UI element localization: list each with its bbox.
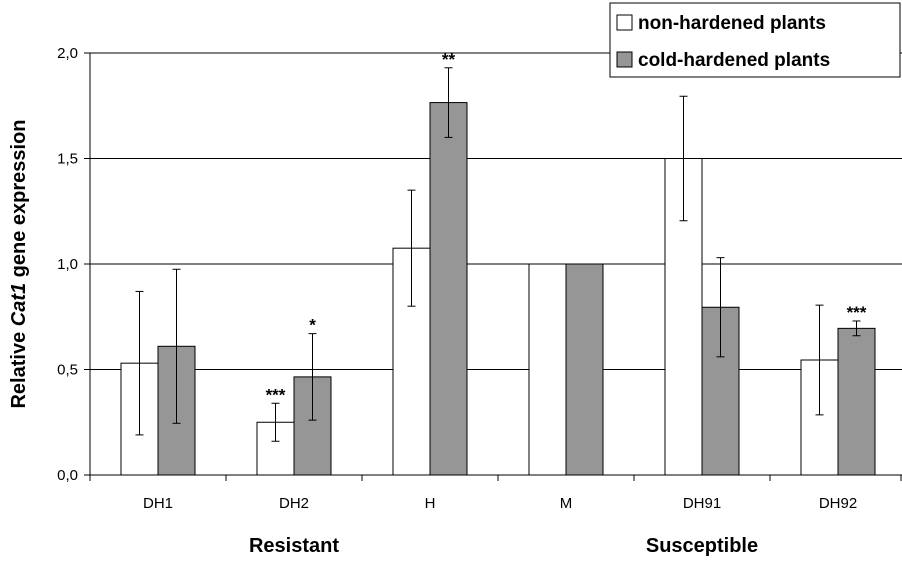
y-tick-label: 1,5: [57, 151, 78, 168]
grid-lines: [90, 52, 902, 370]
significance-marker: *: [309, 316, 316, 335]
group-label-susceptible: Susceptible: [646, 535, 758, 557]
x-tick-label: DH92: [819, 495, 857, 512]
x-tick-label: DH91: [683, 495, 721, 512]
y-tick-label: 1,0: [57, 256, 78, 273]
legend-swatch-cold-hardened: [616, 51, 633, 68]
bar-non-hardened-m: [528, 263, 567, 476]
legend-swatch-non-hardened: [616, 14, 633, 31]
y-axis-title: Relative Cat1 gene expression: [8, 119, 30, 408]
x-tick-label: H: [425, 495, 436, 512]
bar-cold-hardened-h: [429, 102, 468, 476]
significance-marker: ***: [266, 385, 286, 404]
legend-label-non-hardened: non-hardened plants: [638, 13, 826, 34]
legend-label-cold-hardened: cold-hardened plants: [638, 50, 830, 71]
y-tick-label: 0,5: [57, 362, 78, 379]
legend: non-hardened plants cold-hardened plants: [609, 2, 901, 78]
y-axis-title-gene-name: Cat1: [8, 283, 30, 326]
significance-markers: *********: [266, 50, 867, 404]
group-label-resistant: Resistant: [249, 535, 339, 557]
significance-marker: **: [442, 50, 456, 69]
axes: [84, 52, 902, 481]
y-axis-title-part-1: Relative: [8, 326, 30, 408]
y-tick-label: 2,0: [57, 45, 78, 62]
y-axis-title-part-3: gene expression: [8, 119, 30, 282]
bar-cold-hardened-m: [565, 263, 604, 476]
error-bars: [135, 67, 861, 442]
y-tick-label: 0,0: [57, 467, 78, 484]
significance-marker: ***: [847, 303, 867, 322]
x-tick-label: DH2: [279, 495, 309, 512]
x-tick-label: DH1: [143, 495, 173, 512]
x-tick-label: M: [560, 495, 573, 512]
axis-labels: 0,0 0,5 1,0 1,5 2,0 DH1 DH2 H M DH91 DH92 Resistant…: [57, 45, 857, 557]
bar-cold-hardened-dh92: [837, 327, 876, 476]
legend-box: [609, 2, 901, 78]
